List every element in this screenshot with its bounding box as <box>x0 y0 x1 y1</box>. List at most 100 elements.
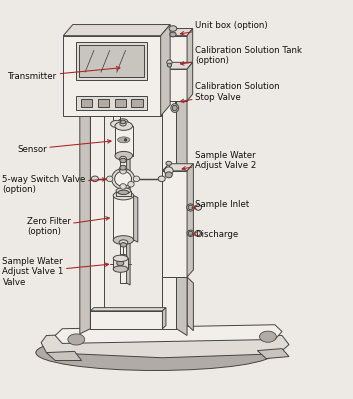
Text: Transmitter: Transmitter <box>8 67 120 81</box>
Text: Zero Filter
(option): Zero Filter (option) <box>27 217 109 236</box>
Polygon shape <box>79 45 144 77</box>
Ellipse shape <box>195 231 201 236</box>
Bar <box>115 99 126 107</box>
Ellipse shape <box>125 139 127 141</box>
Ellipse shape <box>115 259 126 267</box>
Polygon shape <box>133 196 138 242</box>
Ellipse shape <box>118 190 129 195</box>
Ellipse shape <box>166 161 172 165</box>
Ellipse shape <box>165 172 172 178</box>
Ellipse shape <box>115 171 132 186</box>
Ellipse shape <box>164 167 173 175</box>
Polygon shape <box>90 308 166 311</box>
Ellipse shape <box>115 151 132 160</box>
Ellipse shape <box>120 165 126 170</box>
Polygon shape <box>115 126 132 156</box>
Polygon shape <box>55 325 282 344</box>
Text: Discharge: Discharge <box>192 230 238 239</box>
Ellipse shape <box>120 243 127 247</box>
Polygon shape <box>161 25 170 116</box>
Polygon shape <box>162 277 187 325</box>
Polygon shape <box>187 62 193 101</box>
Text: Sample Inlet: Sample Inlet <box>192 200 249 209</box>
Ellipse shape <box>170 32 176 37</box>
Polygon shape <box>63 25 170 36</box>
Polygon shape <box>163 36 187 68</box>
Polygon shape <box>163 69 187 101</box>
Ellipse shape <box>167 60 172 65</box>
Ellipse shape <box>120 184 126 189</box>
Text: Sensor: Sensor <box>18 140 111 154</box>
Ellipse shape <box>118 137 130 143</box>
Polygon shape <box>116 191 131 196</box>
Polygon shape <box>76 42 146 80</box>
Ellipse shape <box>120 255 127 258</box>
Ellipse shape <box>187 230 194 237</box>
Ellipse shape <box>188 231 193 235</box>
Ellipse shape <box>120 122 126 126</box>
Polygon shape <box>176 42 187 336</box>
Polygon shape <box>113 258 128 269</box>
Ellipse shape <box>119 240 128 245</box>
Ellipse shape <box>91 176 98 182</box>
Polygon shape <box>257 349 289 359</box>
Ellipse shape <box>113 191 133 200</box>
Ellipse shape <box>107 176 113 182</box>
Ellipse shape <box>120 156 127 162</box>
Ellipse shape <box>113 236 133 245</box>
Polygon shape <box>127 122 130 285</box>
Ellipse shape <box>187 204 195 211</box>
Ellipse shape <box>259 331 276 342</box>
Ellipse shape <box>172 105 177 111</box>
Polygon shape <box>90 311 162 329</box>
Ellipse shape <box>158 176 165 182</box>
Ellipse shape <box>133 176 139 182</box>
Ellipse shape <box>116 188 131 194</box>
Ellipse shape <box>195 205 202 210</box>
Ellipse shape <box>117 261 124 266</box>
Ellipse shape <box>115 122 132 130</box>
Ellipse shape <box>113 255 128 261</box>
Ellipse shape <box>119 122 127 127</box>
Ellipse shape <box>120 168 126 174</box>
Ellipse shape <box>112 168 134 189</box>
Text: Sample Water
Adjust Valve 1
Valve: Sample Water Adjust Valve 1 Valve <box>2 257 109 287</box>
Polygon shape <box>162 164 193 171</box>
Polygon shape <box>163 62 193 69</box>
Ellipse shape <box>171 104 179 113</box>
Polygon shape <box>63 36 161 116</box>
Text: Calibration Solution
Stop Valve: Calibration Solution Stop Valve <box>180 83 280 103</box>
Polygon shape <box>187 164 193 277</box>
Text: Calibration Solution Tank
(option): Calibration Solution Tank (option) <box>180 46 302 65</box>
Polygon shape <box>41 332 289 358</box>
Ellipse shape <box>110 120 123 128</box>
Ellipse shape <box>68 334 85 345</box>
Ellipse shape <box>128 182 134 187</box>
Bar <box>98 99 109 107</box>
Bar <box>81 99 92 107</box>
Ellipse shape <box>119 167 127 172</box>
Polygon shape <box>46 352 82 361</box>
Ellipse shape <box>120 158 126 163</box>
Ellipse shape <box>167 63 172 67</box>
Polygon shape <box>113 196 133 240</box>
Polygon shape <box>162 308 166 329</box>
Ellipse shape <box>188 205 193 210</box>
Polygon shape <box>76 96 146 110</box>
Ellipse shape <box>120 120 126 124</box>
Text: 5-way Switch Valve
(option): 5-way Switch Valve (option) <box>2 175 106 194</box>
Bar <box>132 99 143 107</box>
Polygon shape <box>90 42 104 329</box>
Polygon shape <box>162 42 176 329</box>
Ellipse shape <box>113 266 128 272</box>
Ellipse shape <box>169 26 177 31</box>
Polygon shape <box>162 42 187 50</box>
Text: Sample Water
Adjust Valve 2: Sample Water Adjust Valve 2 <box>182 151 256 170</box>
Text: Unit box (option): Unit box (option) <box>180 21 268 35</box>
Polygon shape <box>187 28 193 68</box>
Polygon shape <box>120 122 127 283</box>
Ellipse shape <box>36 335 275 371</box>
Polygon shape <box>163 28 193 36</box>
Polygon shape <box>80 42 90 334</box>
Polygon shape <box>187 277 193 331</box>
